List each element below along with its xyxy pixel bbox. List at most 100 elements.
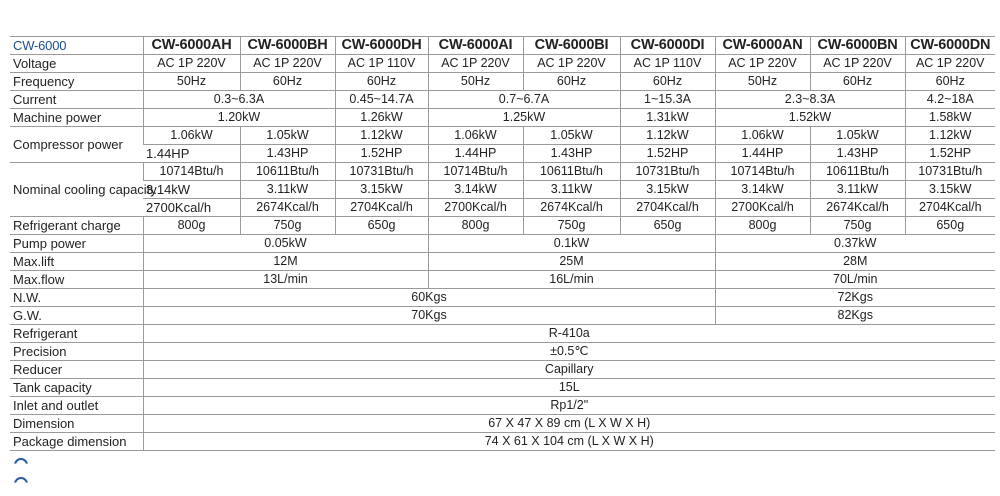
spec-value: 2704Kcal/h — [904, 198, 995, 217]
spec-row: Max.flow 13L/min 16L/min 70L/min — [10, 270, 995, 289]
spec-value: 1.43HP — [522, 144, 620, 163]
spec-label: Machine power — [10, 108, 143, 127]
spec-value: Capillary — [142, 360, 995, 379]
spec-value: 10611Btu/h — [809, 162, 905, 181]
spec-value: AC 1P 220V — [714, 54, 810, 73]
spec-value: 2.3~8.3A — [714, 90, 905, 109]
spec-label: Tank capacity — [10, 378, 143, 397]
spec-value: R-410a — [142, 324, 995, 343]
spec-value: 3.14kW — [427, 180, 523, 199]
spec-value: 2700Kcal/h — [143, 198, 240, 217]
spec-value: 750g — [809, 216, 905, 235]
spec-row: Package dimension 74 X 61 X 104 cm (L X W… — [10, 432, 995, 451]
spec-value: ±0.5℃ — [142, 342, 995, 361]
spec-value: 650g — [904, 216, 995, 235]
spec-value: 1.44HP — [143, 144, 240, 163]
spec-row: Current 0.3~6.3A 0.45~14.7A 0.7~6.7A 1~15.3A… — [10, 90, 995, 109]
spec-value: 10731Btu/h — [619, 162, 715, 181]
spec-value: 60Hz — [809, 72, 905, 91]
brand-logo-fragment — [14, 458, 44, 483]
spec-value: 72Kgs — [714, 288, 995, 307]
spec-row: Inlet and outlet Rp1/2" — [10, 396, 995, 415]
spec-label: Max.flow — [10, 270, 143, 289]
spec-value: 750g — [239, 216, 335, 235]
spec-value: 1.52HP — [904, 144, 995, 163]
spec-value: 800g — [714, 216, 810, 235]
spec-row: Reducer Capillary — [10, 360, 995, 379]
spec-row: Tank capacity 15L — [10, 378, 995, 397]
spec-row: Refrigerant charge 800g 750g 650g 800g 750g 65… — [10, 216, 995, 235]
spec-value: Rp1/2" — [142, 396, 995, 415]
spec-value: 1.05kW — [809, 126, 905, 145]
spec-value: AC 1P 110V — [334, 54, 428, 73]
spec-value: 60Hz — [239, 72, 335, 91]
spec-value: 70Kgs — [142, 306, 715, 325]
spec-value: 10714Btu/h — [427, 162, 523, 181]
spec-value: 1.12kW — [334, 126, 428, 145]
spec-value: 0.7~6.7A — [427, 90, 620, 109]
spec-label: Current — [10, 90, 143, 109]
spec-value: 1.12kW — [904, 126, 995, 145]
spec-value: 1.44HP — [714, 144, 810, 163]
spec-label: Package dimension — [10, 432, 143, 451]
spec-value: 0.3~6.3A — [142, 90, 335, 109]
spec-value: 3.11kW — [809, 180, 905, 199]
spec-value: 800g — [427, 216, 523, 235]
spec-row: N.W. 60Kgs 72Kgs — [10, 288, 995, 307]
spec-value: 1.20kW — [142, 108, 335, 127]
spec-value: 1.12kW — [619, 126, 715, 145]
spec-value: 1.25kW — [427, 108, 620, 127]
spec-row: Compressor power 1.06kW 1.05kW 1.12kW 1.06kW… — [10, 126, 995, 163]
spec-value: AC 1P 220V — [427, 54, 523, 73]
spec-value: 16L/min — [427, 270, 715, 289]
spec-label: Dimension — [10, 414, 143, 433]
model-header: CW-6000BH — [239, 36, 335, 55]
spec-value: 1.43HP — [809, 144, 905, 163]
spec-label: Inlet and outlet — [10, 396, 143, 415]
model-header: CW-6000DI — [619, 36, 715, 55]
spec-value: 3.15kW — [619, 180, 715, 199]
spec-row: Precision ±0.5℃ — [10, 342, 995, 361]
spec-value: 70L/min — [714, 270, 995, 289]
model-header: CW-6000AI — [427, 36, 523, 55]
spec-label: Frequency — [10, 72, 143, 91]
spec-value: 50Hz — [714, 72, 810, 91]
spec-value: 10731Btu/h — [904, 162, 995, 181]
spec-value: 3.14kW — [143, 180, 240, 199]
spec-value: 3.11kW — [522, 180, 620, 199]
spec-value: 10714Btu/h — [714, 162, 810, 181]
spec-value: 12M — [142, 252, 428, 271]
spec-label: Pump power — [10, 234, 143, 253]
spec-row: Nominal cooling capacity 10714Btu/h 10611B… — [10, 162, 995, 217]
spec-value: 750g — [522, 216, 620, 235]
spec-label: Compressor power — [10, 126, 143, 163]
spec-label: Reducer — [10, 360, 143, 379]
spec-row: Machine power 1.20kW 1.26kW 1.25kW 1.31kW 1.5… — [10, 108, 995, 127]
model-header: CW-6000AH — [142, 36, 240, 55]
spec-value: 10611Btu/h — [239, 162, 335, 181]
spec-value: 60Hz — [334, 72, 428, 91]
spec-value: AC 1P 110V — [619, 54, 715, 73]
spec-label: N.W. — [10, 288, 143, 307]
model-header: CW-6000BN — [809, 36, 905, 55]
spec-value: 2704Kcal/h — [619, 198, 715, 217]
spec-value: 15L — [142, 378, 995, 397]
spec-value: 650g — [619, 216, 715, 235]
spec-label: Refrigerant charge — [10, 216, 143, 235]
spec-value: 3.14kW — [714, 180, 810, 199]
spec-value: 13L/min — [142, 270, 428, 289]
header-row: CW-6000 CW-6000AH CW-6000BH CW-6000DH CW-60… — [10, 36, 995, 55]
spec-value: 2674Kcal/h — [239, 198, 335, 217]
spec-label: Max.lift — [10, 252, 143, 271]
spec-label: Refrigerant — [10, 324, 143, 343]
spec-value: 0.05kW — [142, 234, 428, 253]
spec-value: 10714Btu/h — [142, 162, 240, 181]
spec-value: 3.15kW — [904, 180, 995, 199]
spec-value: 1.05kW — [239, 126, 335, 145]
spec-value: 82Kgs — [714, 306, 995, 325]
spec-value: 60Hz — [619, 72, 715, 91]
spec-value: AC 1P 220V — [904, 54, 995, 73]
series-title: CW-6000 — [10, 36, 143, 55]
spec-value: 10731Btu/h — [334, 162, 428, 181]
spec-value: 2704Kcal/h — [334, 198, 428, 217]
